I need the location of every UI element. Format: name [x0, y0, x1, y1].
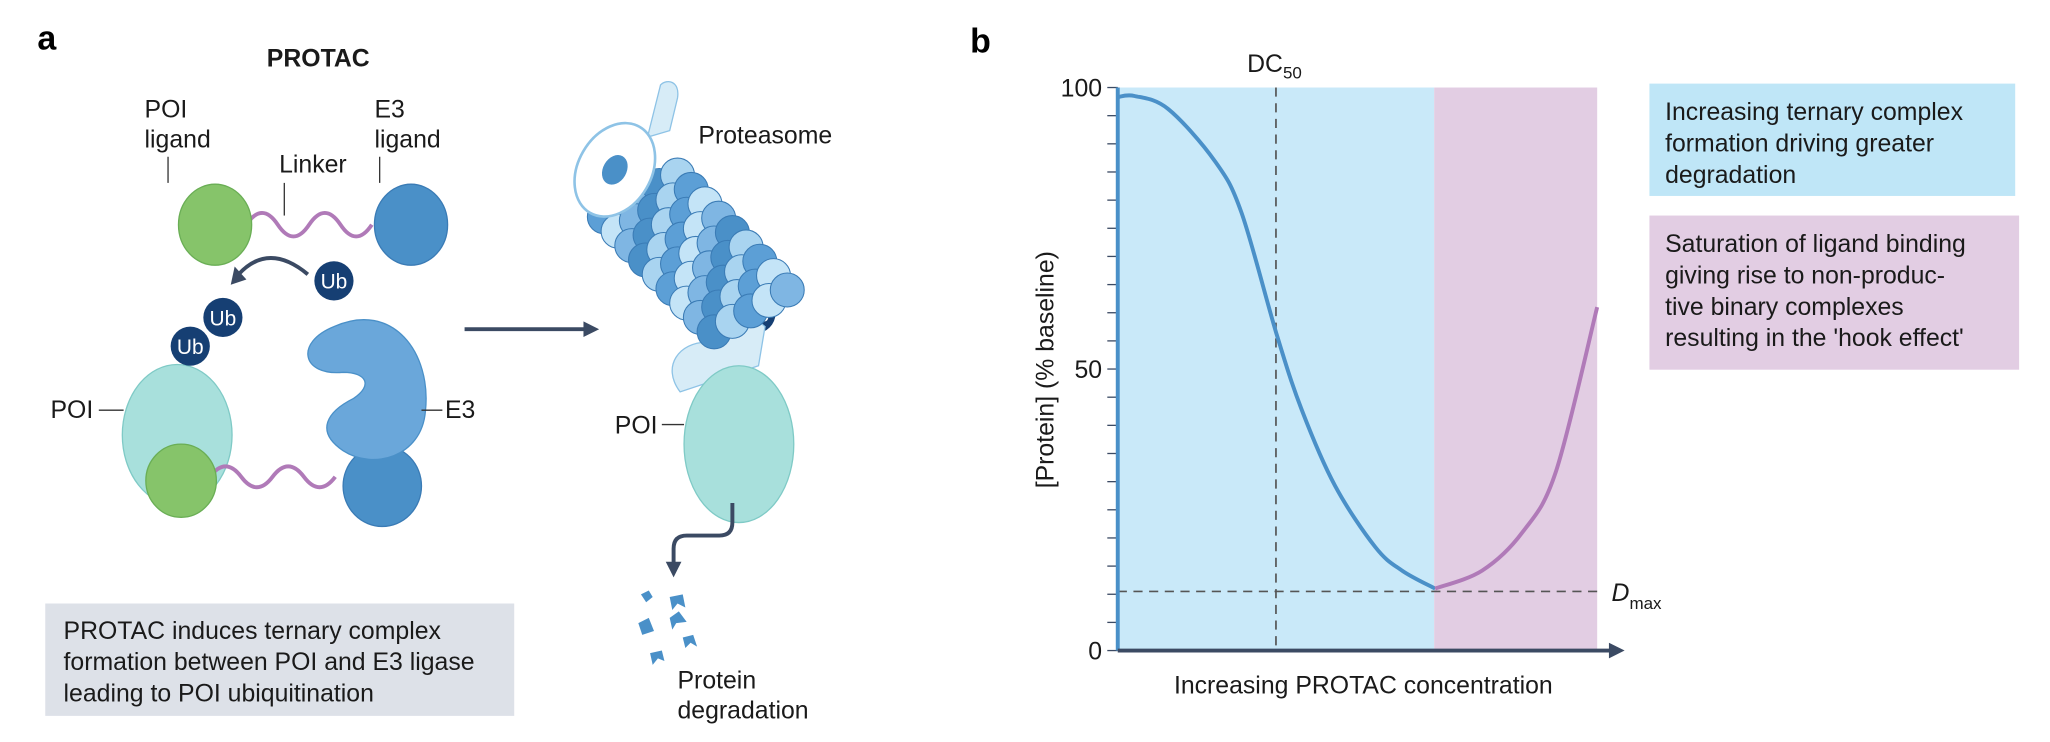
ub-icon	[203, 297, 243, 338]
peptide-fragments	[638, 590, 698, 665]
e3-ligand-label: E3	[374, 97, 404, 124]
e3-ligase	[307, 319, 427, 461]
poi-ligand-label-2: ligand	[145, 127, 211, 154]
y-tick-label: 100	[1061, 76, 1102, 103]
info-line: Saturation of ligand binding	[1665, 231, 1966, 258]
e3-ligand-ball	[373, 183, 449, 266]
x-axis-label: Increasing PROTAC concentration	[1174, 673, 1553, 700]
caption-line: leading to POI ubiquitination	[64, 681, 374, 708]
e3-ligand-label-2: ligand	[374, 127, 440, 154]
proteasome-pore	[601, 155, 628, 185]
caption-box	[45, 603, 515, 716]
chart: 0 50 100	[1061, 76, 1625, 666]
ub-label: Ub	[210, 307, 237, 330]
transfer-arrow	[237, 256, 310, 276]
proteasome	[573, 81, 805, 393]
linker-chain	[208, 464, 337, 490]
e3-label: E3	[445, 397, 475, 424]
degradation-arrow	[671, 502, 735, 565]
panel-b-letter: b	[970, 22, 991, 60]
y-axis-label: [Protein] (% baseline)	[1033, 251, 1060, 488]
ub-label: Ub	[321, 271, 348, 294]
poi-ligand-label: POI	[145, 97, 188, 124]
proteasome-subunit	[769, 272, 805, 308]
info-line: tive binary complexes	[1665, 294, 1904, 321]
dc50-label: DC50	[1247, 51, 1302, 83]
linker-chain	[244, 211, 374, 239]
arrow-head	[230, 266, 247, 285]
series-line-degradation	[1117, 93, 1437, 591]
linker-label: Linker	[279, 151, 347, 178]
ub-icon	[314, 261, 354, 301]
proteasome-label: Proteasome	[698, 123, 832, 150]
arrow-head	[665, 561, 682, 578]
dmax-label: Dmax	[1612, 580, 1662, 613]
poi-label-right: POI	[615, 413, 658, 440]
series-line-hook-effect	[1434, 306, 1600, 591]
x-axis-arrow-icon	[1608, 642, 1625, 659]
degradation-label-2: degradation	[678, 697, 809, 724]
protac-title: PROTAC	[267, 46, 370, 73]
info-line: giving rise to non-produc-	[1665, 262, 1945, 289]
info-line: formation driving greater	[1665, 131, 1934, 158]
poi-protein-degraded	[683, 365, 795, 524]
info-line: Increasing ternary complex	[1665, 99, 1963, 126]
caption-line: formation between POI and E3 ligase	[64, 649, 475, 676]
poi-ligand-ball	[145, 443, 218, 518]
chart-region	[1434, 87, 1598, 651]
info-line: resulting in the 'hook effect'	[1665, 325, 1964, 352]
info-box-hook-effect	[1649, 215, 2020, 370]
info-box-ternary	[1649, 83, 2016, 196]
poi-label: POI	[50, 397, 93, 424]
degradation-label: Protein	[678, 667, 757, 694]
y-tick-label: 0	[1088, 639, 1102, 666]
ub-label: Ub	[177, 336, 204, 359]
caption-line: PROTAC induces ternary complex	[64, 618, 442, 645]
panel-a-letter: a	[37, 20, 57, 58]
arrow-head	[583, 321, 600, 338]
ub-icon	[170, 326, 210, 366]
y-tick-label: 50	[1074, 357, 1102, 384]
poi-ligand-ball	[177, 183, 253, 266]
info-line: degradation	[1665, 162, 1796, 189]
